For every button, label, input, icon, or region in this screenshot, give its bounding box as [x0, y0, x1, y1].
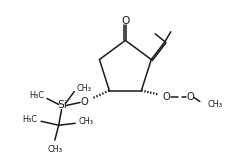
Text: H₃C: H₃C — [22, 115, 37, 124]
Text: O: O — [121, 16, 129, 26]
Text: O: O — [162, 92, 170, 101]
Text: O: O — [185, 92, 193, 101]
Text: CH₃: CH₃ — [47, 145, 62, 154]
Text: CH₃: CH₃ — [76, 84, 91, 93]
Text: H₃C: H₃C — [29, 91, 44, 100]
Text: O: O — [80, 97, 88, 108]
Text: Si: Si — [57, 100, 67, 110]
Text: CH₃: CH₃ — [78, 117, 93, 126]
Text: CH₃: CH₃ — [207, 100, 222, 109]
